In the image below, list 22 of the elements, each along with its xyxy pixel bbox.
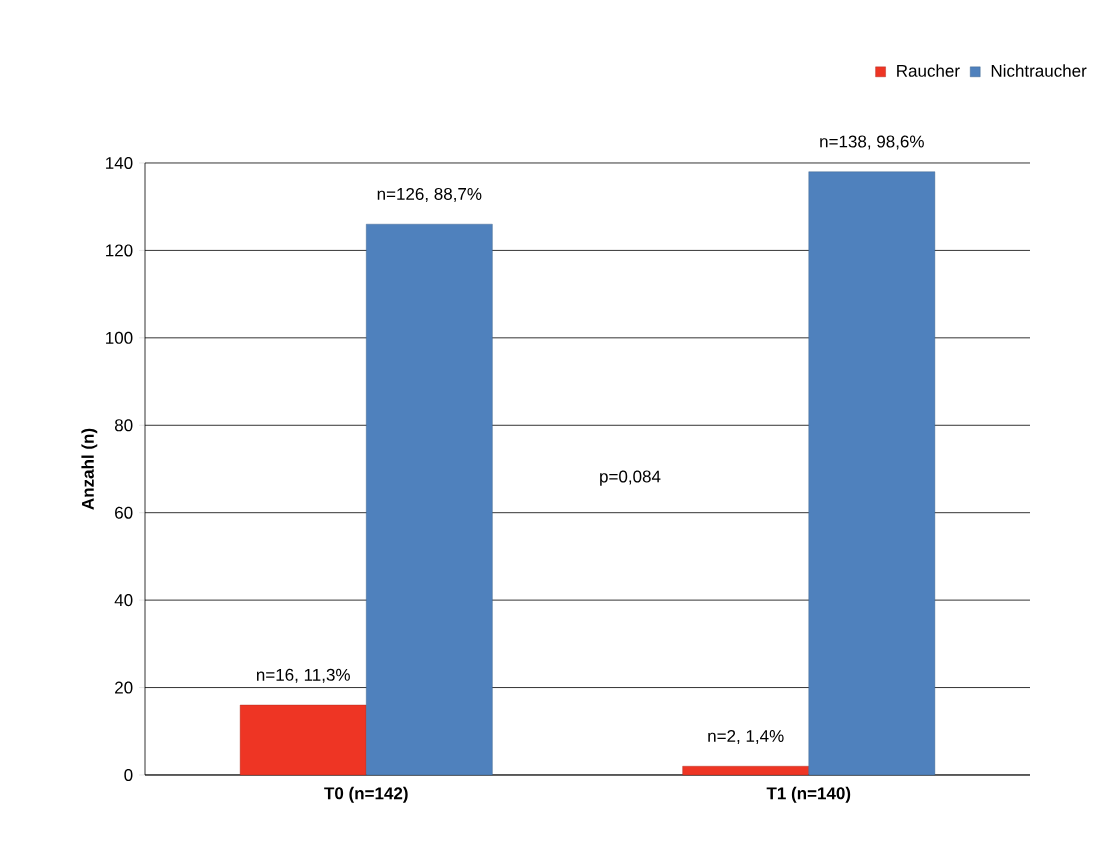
y-tick-label: 40 bbox=[114, 594, 133, 607]
y-tick-label: 120 bbox=[106, 244, 133, 257]
bar bbox=[366, 223, 493, 776]
bar bbox=[239, 704, 367, 776]
x-tick-label: T0 (n=142) bbox=[324, 786, 408, 803]
data-label: n=126, 88,7% bbox=[377, 187, 482, 202]
legend-label: Nichtraucher bbox=[991, 64, 1087, 77]
x-tick-label: T1 (n=140) bbox=[766, 786, 851, 803]
data-label: n=16, 11,3% bbox=[256, 668, 350, 683]
y-tick-label: 60 bbox=[115, 506, 133, 519]
bar bbox=[682, 766, 809, 776]
y-tick-label: 80 bbox=[114, 419, 133, 432]
legend-label: Raucher bbox=[897, 64, 960, 77]
data-label: n=138, 98,6% bbox=[820, 135, 924, 150]
y-tick-label: 100 bbox=[106, 331, 133, 344]
annotation: p=0,084 bbox=[600, 470, 661, 486]
y-tick-label: 20 bbox=[115, 681, 133, 694]
y-tick-label: 140 bbox=[106, 156, 133, 169]
bar bbox=[808, 171, 936, 776]
y-tick-label: 0 bbox=[124, 768, 133, 782]
y-axis-title: Anzahl (n) bbox=[81, 428, 98, 510]
data-label: n=2, 1,4% bbox=[708, 729, 784, 745]
